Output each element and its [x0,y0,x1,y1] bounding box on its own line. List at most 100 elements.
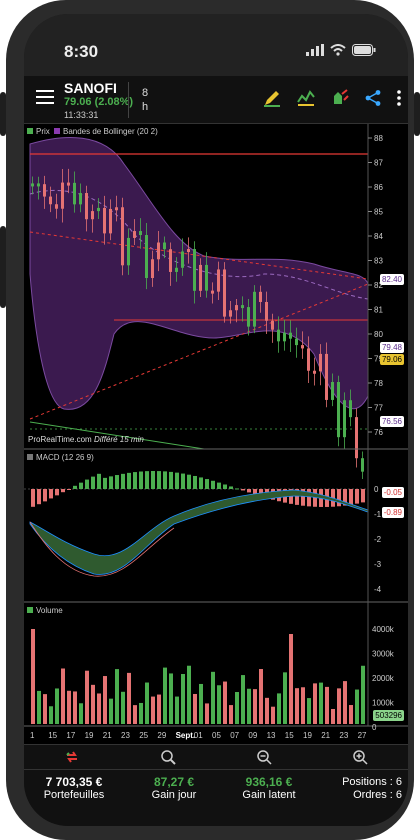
menu-icon[interactable] [36,90,54,106]
volume-bar [271,706,275,724]
macd-bar [85,479,89,489]
volume-bar [145,682,149,724]
x-tick-label: 23 [121,731,130,740]
candle [187,249,190,253]
zoom-in-icon[interactable] [352,749,368,765]
candle [169,249,172,272]
candle [241,305,244,309]
macd-tick-label: -4 [374,585,382,594]
zoom-fit-icon[interactable] [160,749,176,765]
legend-swatch [54,128,60,134]
battery-icon [352,44,376,56]
macd-bar [193,475,197,489]
candle [289,332,292,339]
candle [223,269,226,317]
x-tick-label: 1 [30,731,35,740]
y-tick-label: 88 [374,134,383,143]
volume-bar [229,705,233,724]
portfolio-value: 7 703,35 € [45,775,103,789]
candle [283,332,286,342]
volume-tick-label: 0 [372,723,377,732]
y-tick-label: 86 [374,183,383,192]
more-icon[interactable] [396,89,402,107]
volume-bar [97,693,101,724]
positions-count: Positions : 6 [342,776,402,788]
gain-latent-stat: 936,16 € Gain latent [224,776,314,802]
x-tick-label: 23 [339,731,348,740]
wifi-icon [330,44,346,56]
candle [301,345,304,349]
candle [121,207,124,266]
candle [313,370,316,374]
macd-bar [295,489,299,505]
macd-tick-label: -1 [374,510,382,519]
candle [295,338,298,346]
candle [181,251,184,268]
macd-bar [229,486,233,489]
candle [253,291,256,327]
volume-bar [325,686,329,724]
volume-bar [127,672,131,724]
macd-bar [223,484,227,489]
volume-bar [361,665,365,724]
footer: 7 703,35 € Portefeuilles 87,27 € Gain jo… [24,744,408,826]
legend-swatch [27,607,33,613]
alert-icon[interactable] [330,88,350,108]
macd-bar [349,489,353,505]
swap-icon[interactable] [64,749,80,765]
candle [79,193,82,205]
price-tag: 79.06 [379,354,404,365]
candle [235,305,238,311]
candle [259,291,262,302]
app-screen: 8:30 SANOFI 79.06 (2.08%) 11:33:31 8 h [24,14,408,826]
candle [325,353,328,400]
volume-bar [307,698,311,724]
volume-bar [313,683,317,724]
volume-bar [163,667,167,724]
volume-bar [253,689,257,724]
x-tick-label: 19 [303,731,312,740]
trend-line [29,283,369,420]
macd-bar [337,489,341,507]
zoom-out-icon[interactable] [256,749,272,765]
macd-bar [361,489,365,503]
indicator-icon[interactable] [296,88,316,108]
volume-bar [349,705,353,724]
candle [31,183,34,187]
x-tick-label: Sept. [176,731,196,740]
share-icon[interactable] [364,89,382,107]
instrument-symbol[interactable]: SANOFI [64,80,117,96]
candle [319,353,322,372]
candle [157,242,160,260]
macd-bar [187,474,191,489]
volume-bar [217,685,221,724]
volume-bar [259,669,263,724]
price-tag: 76.56 [379,416,404,427]
macd-tick-label: 0 [374,485,379,494]
x-tick-label: 01 [194,731,203,740]
macd-tag: -0.89 [381,507,404,518]
candle [229,310,232,317]
chart-toolbar [262,88,402,108]
gain-latent-value: 936,16 € [245,775,293,789]
macd-bar [49,489,53,499]
x-tick-label: 15 [48,731,57,740]
x-tick-label: 21 [103,731,112,740]
pencil-icon[interactable] [262,88,282,108]
volume-bar [79,703,83,724]
x-axis: 1 15 17 19 21 23 25 29 Sept.01 05 07 09 13 15 19 21 23 27 [30,731,367,740]
y-tick-label: 84 [374,232,383,241]
y-tick-label: 85 [374,208,383,217]
positions-orders[interactable]: Positions : 6 Ordres : 6 [320,776,402,802]
chart-svg[interactable]: Prix Bandes de Bollinger (20 2) ProRealT… [24,124,408,744]
macd-bar [199,477,203,489]
macd-bar [307,489,311,507]
zoom-toolbar [24,744,408,770]
x-tick-label: 25 [139,731,148,740]
volume-bar [109,698,113,724]
header-divider [128,82,129,118]
portfolio-stat[interactable]: 7 703,35 € Portefeuilles [34,776,114,802]
chart-area[interactable]: Prix Bandes de Bollinger (20 2) ProRealT… [24,124,408,744]
timeframe-selector[interactable]: 8 h [142,86,148,114]
price-time: 11:33:31 [64,110,99,120]
